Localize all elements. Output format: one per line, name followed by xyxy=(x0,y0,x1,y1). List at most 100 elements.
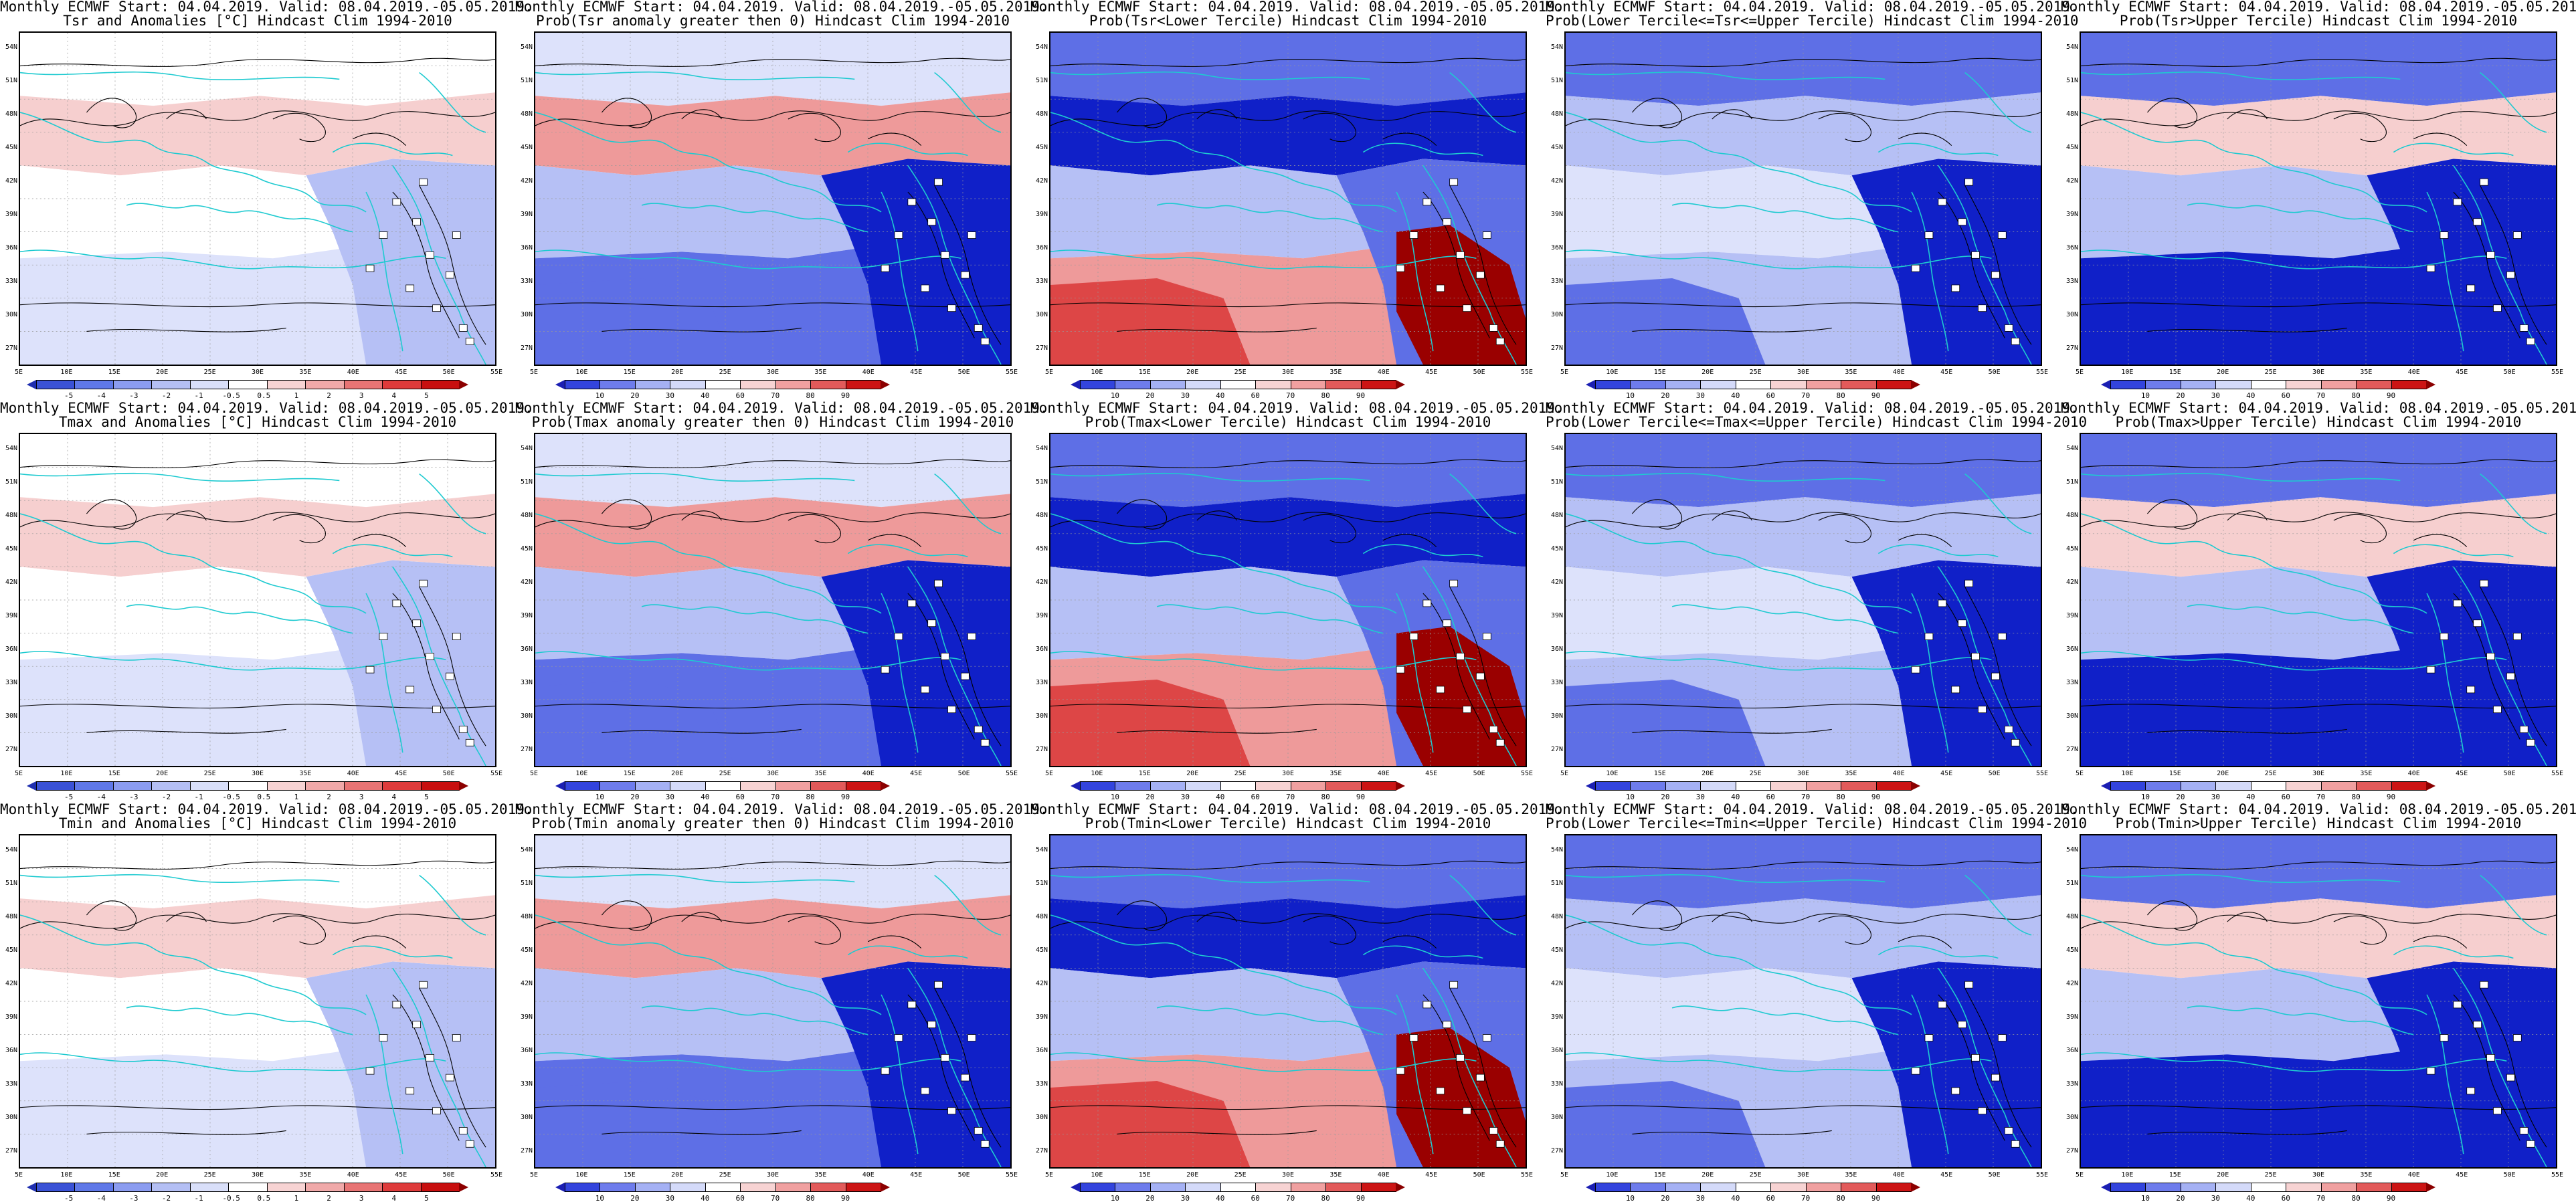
panel-title-line1: Monthly ECMWF Start: 04.04.2019. Valid: … xyxy=(515,801,1048,817)
climatology-contour xyxy=(20,302,495,308)
latitude-label: 42N xyxy=(1035,980,1048,987)
coastline-border xyxy=(1050,874,1370,884)
coastline-border xyxy=(907,566,1002,766)
longitude-label: 55E xyxy=(490,369,503,376)
shaded-region-alpsBelt xyxy=(1566,494,2041,577)
value-box-marker xyxy=(1964,178,1973,186)
colorbar-segment xyxy=(1875,781,1912,791)
colorbar-tick-label: 10 xyxy=(1110,1194,1120,1203)
colorbar-segment xyxy=(343,781,383,791)
latitude-label: 45N xyxy=(5,946,17,954)
longitude-label: 20E xyxy=(156,369,169,376)
colorbar-max-arrow xyxy=(881,781,890,791)
colorbar-tick-label: 60 xyxy=(2281,1194,2290,1203)
colorbar-segment xyxy=(1220,380,1257,389)
colorbar-tick-label: 5 xyxy=(424,793,429,801)
latitude-label: 36N xyxy=(1550,244,1563,252)
colorbar-segment xyxy=(2215,380,2251,389)
panel-title-line1: Monthly ECMWF Start: 04.04.2019. Valid: … xyxy=(1030,0,1564,15)
value-box-marker xyxy=(392,198,401,206)
coastline-border xyxy=(1050,472,1370,482)
value-box-marker xyxy=(1422,198,1432,206)
latitude-label: 42N xyxy=(2065,980,2078,987)
climatology-contour xyxy=(1196,510,1237,521)
colorbar-segment xyxy=(1841,781,1877,791)
colorbar-tick-label: -5 xyxy=(64,793,74,801)
coastline-border xyxy=(2393,142,2514,157)
longitude-label: 20E xyxy=(1186,369,1199,376)
latitude-label: 30N xyxy=(1550,1114,1563,1121)
map-plot-area xyxy=(1564,31,2042,366)
panel-title-line1: Monthly ECMWF Start: 04.04.2019. Valid: … xyxy=(515,400,1048,416)
panel-title: Monthly ECMWF Start: 04.04.2019. Valid: … xyxy=(0,0,533,28)
longitude-label: 35E xyxy=(1329,1171,1342,1179)
value-box-marker xyxy=(1456,251,1465,259)
longitude-label: 35E xyxy=(2360,1171,2373,1179)
value-box-marker xyxy=(419,579,428,587)
latitude-label: 54N xyxy=(520,43,533,51)
climatology-contour xyxy=(681,109,722,120)
colorbar-segment xyxy=(1700,781,1736,791)
longitude-label: 10E xyxy=(2121,369,2134,376)
colorbar-tick-label: 40 xyxy=(2246,391,2256,400)
climatology-contour xyxy=(1382,935,1437,949)
coastline-border xyxy=(1566,71,1885,81)
colorbar-min-arrow xyxy=(1586,1183,1595,1192)
climatology-contour xyxy=(2081,913,2556,929)
value-box-marker xyxy=(934,579,943,587)
forecast-map-field xyxy=(20,434,495,766)
longitude-label: 25E xyxy=(1749,369,1762,376)
latitude-label: 42N xyxy=(2065,177,2078,185)
shaded-region-africaW xyxy=(1566,1081,1766,1167)
colorbar-segment xyxy=(189,1183,229,1192)
colorbar-min-arrow xyxy=(27,1183,36,1192)
value-box-marker xyxy=(458,324,468,332)
longitude-label: 30E xyxy=(1281,1171,1295,1179)
shaded-region-alpsBelt xyxy=(535,895,1010,979)
colorbar-min-arrow xyxy=(1586,380,1595,389)
forecast-panel: Monthly ECMWF Start: 04.04.2019. Valid: … xyxy=(0,401,533,803)
longitude-label: 30E xyxy=(2312,770,2325,777)
colorbar-tick-label: 60 xyxy=(1766,793,1775,801)
climatology-contour xyxy=(788,112,841,142)
colorbar-segment xyxy=(565,1183,601,1192)
value-box-marker xyxy=(947,706,956,714)
forecast-panel: Monthly ECMWF Start: 04.04.2019. Valid: … xyxy=(515,400,1048,803)
longitude-label: 50E xyxy=(2503,1171,2516,1179)
value-box-marker xyxy=(2526,738,2535,746)
longitude-label: 40E xyxy=(862,1171,875,1179)
colorbar-tick-label: -2 xyxy=(161,1194,171,1203)
colorbar-segment xyxy=(189,380,229,389)
coastline-border xyxy=(2480,72,2547,133)
longitude-label: 50E xyxy=(957,369,970,376)
map-frame: 54N 51N 48N 45N 42N 39N 36N 33N 30N 27N 5E 10E 15E 20… xyxy=(2066,31,2563,376)
coastline-border xyxy=(1671,604,1899,634)
colorbar-segment xyxy=(1325,781,1362,791)
panel-title-line1: Monthly ECMWF Start: 04.04.2019. Valid: … xyxy=(1546,801,2079,817)
value-box-marker xyxy=(1495,738,1505,746)
latitude-label: 45N xyxy=(2065,144,2078,151)
coastline-border xyxy=(365,994,403,1155)
value-box-marker xyxy=(465,1140,474,1148)
value-box-marker xyxy=(980,738,990,746)
longitude-label: 15E xyxy=(2169,770,2181,777)
value-box-marker xyxy=(432,304,441,312)
colorbar-max-arrow xyxy=(1396,380,1405,389)
climatology-contour xyxy=(1566,302,2041,308)
value-box-marker xyxy=(1951,284,1960,292)
forecast-panel: Monthly ECMWF Start: 04.04.2019. Valid: … xyxy=(1546,401,2087,803)
latitude-label: 27N xyxy=(5,746,17,753)
longitude-label: 20E xyxy=(1186,1171,1199,1179)
value-box-marker xyxy=(961,672,970,680)
latitude-label: 45N xyxy=(2065,545,2078,553)
colorbar-segment xyxy=(1630,781,1666,791)
value-box-marker xyxy=(921,284,930,292)
coastline-border xyxy=(2480,874,2547,936)
colorbar-tick-label: 20 xyxy=(1145,1194,1155,1203)
climatology-contour xyxy=(1898,534,1952,548)
colorbar-segment xyxy=(845,781,881,791)
colorbar-tick-label: 30 xyxy=(1695,1194,1705,1203)
colorbar-tick-label: -4 xyxy=(96,793,106,801)
colorbar-max-arrow xyxy=(1911,380,1920,389)
colorbar-segment xyxy=(2180,1183,2217,1192)
